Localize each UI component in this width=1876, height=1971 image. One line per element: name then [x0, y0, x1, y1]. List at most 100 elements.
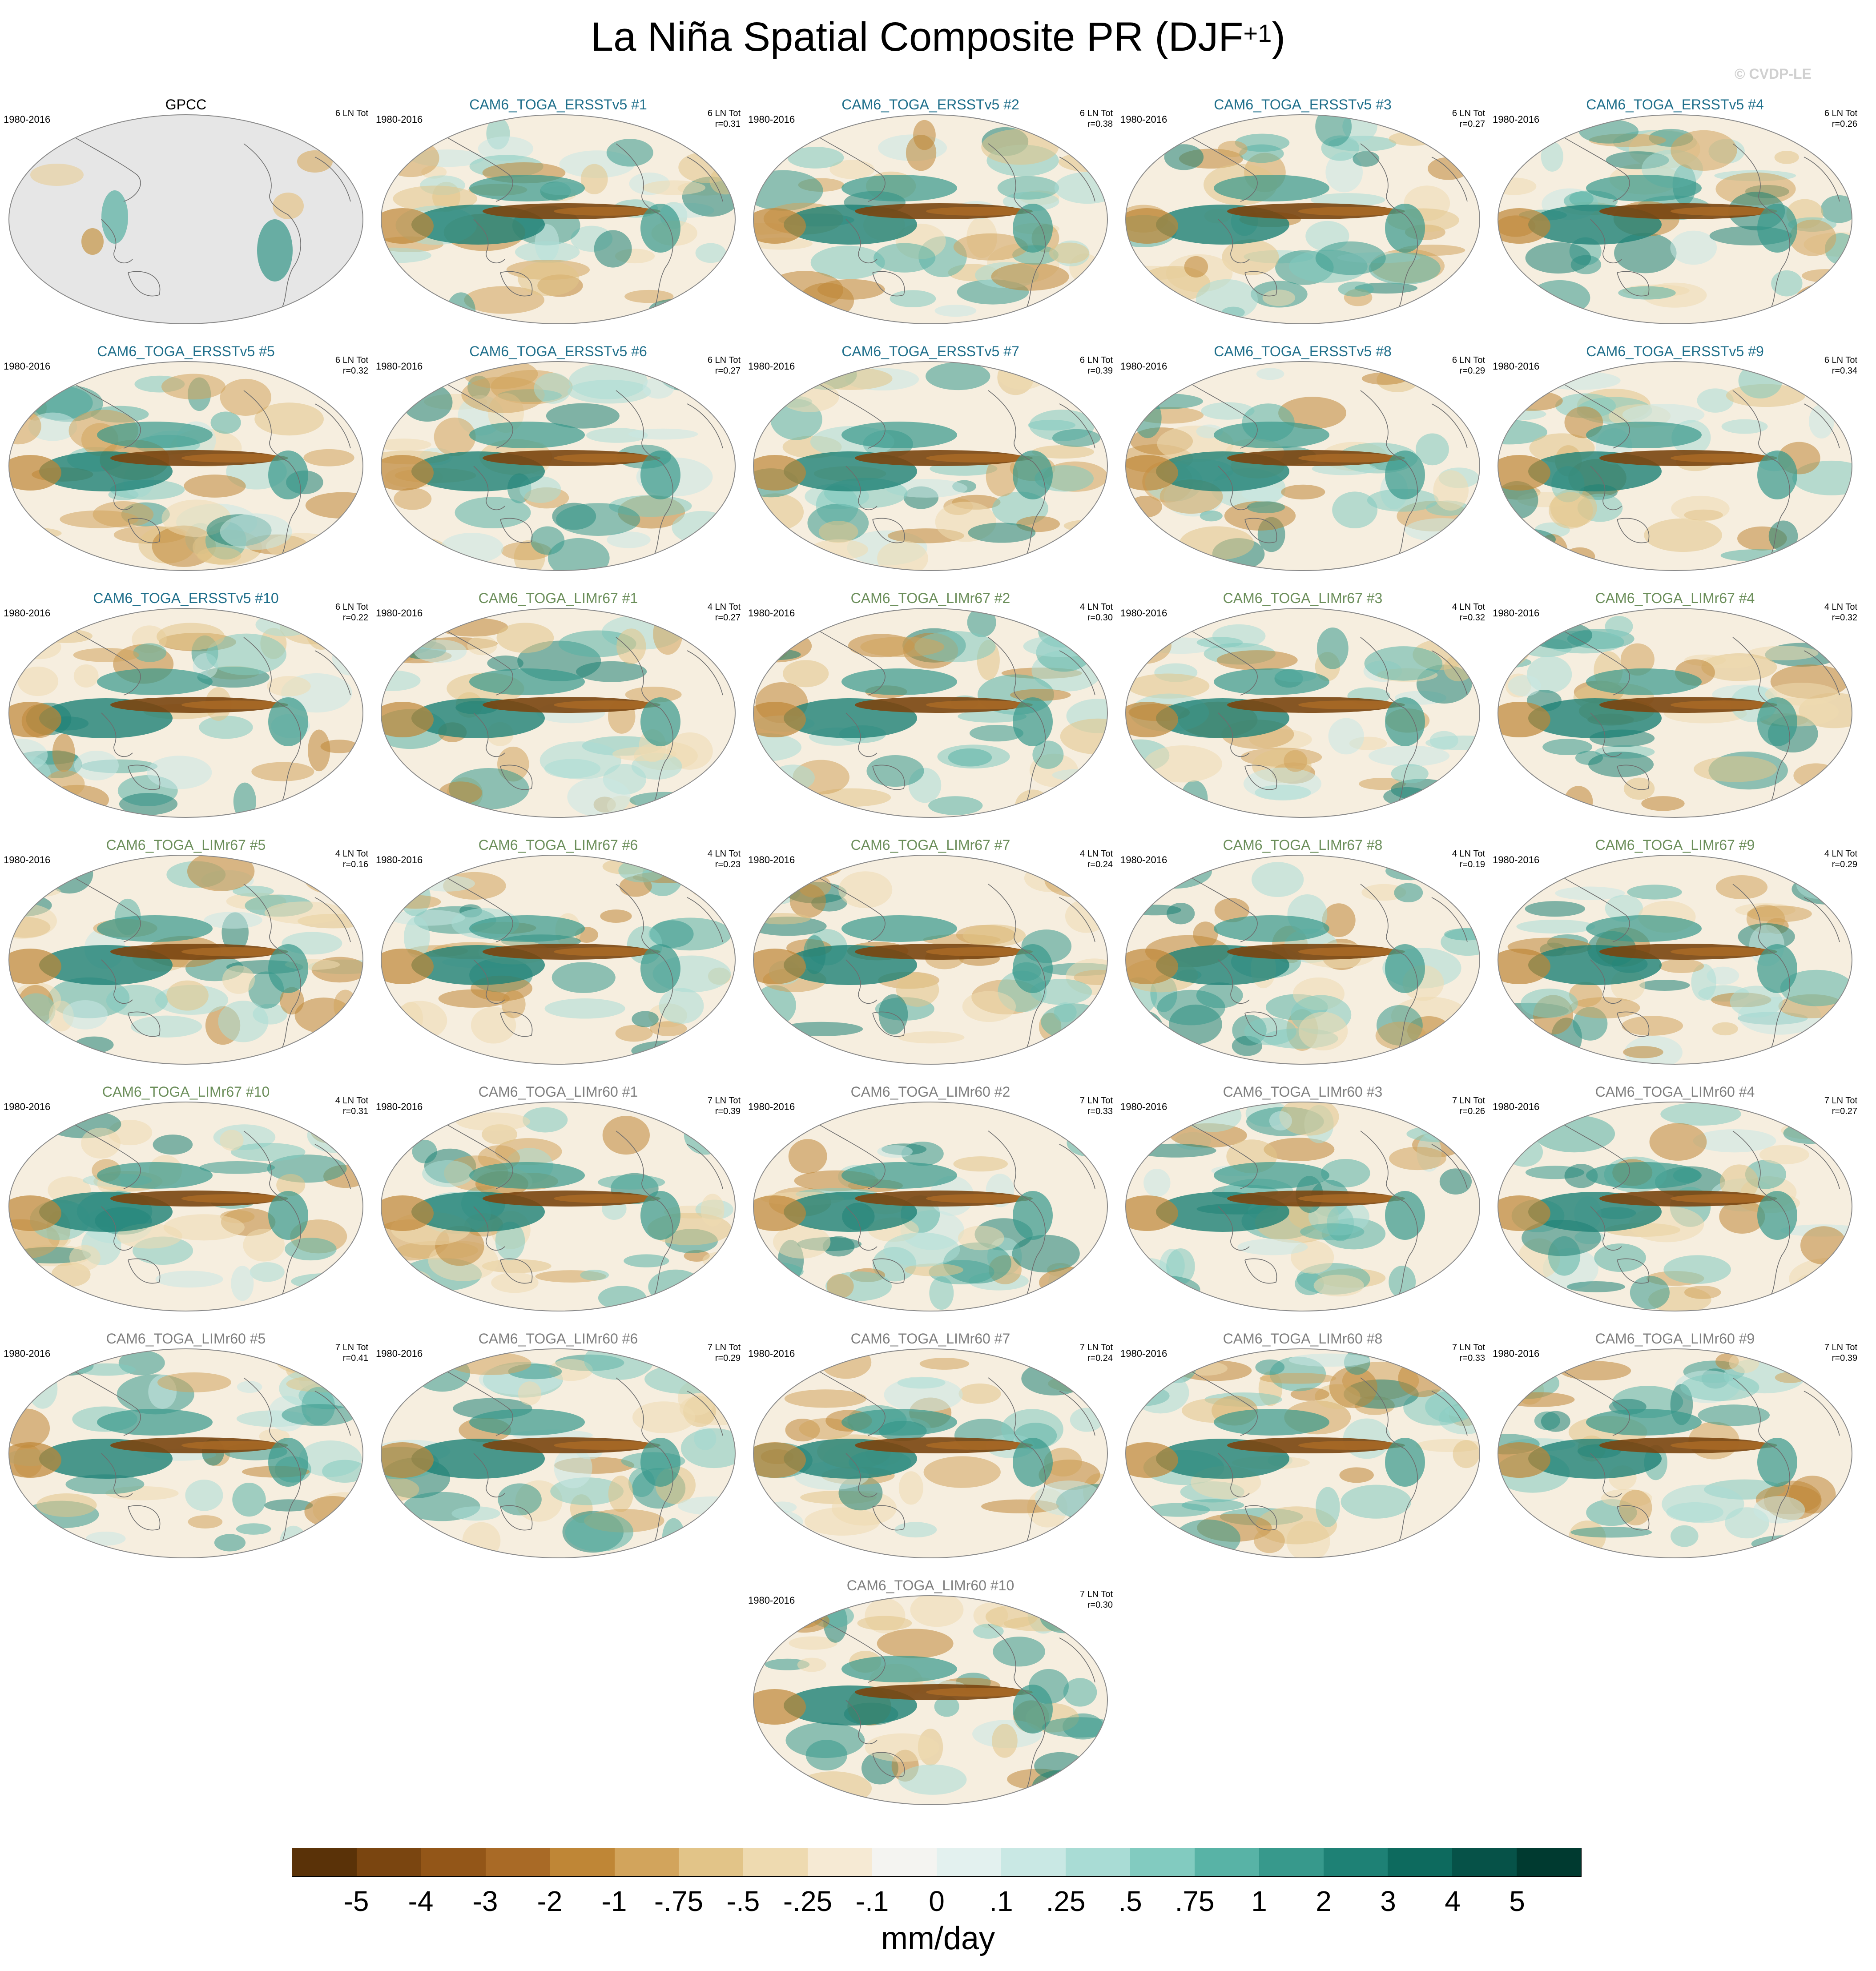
panel-pattern-correlation: r=0.32 — [342, 366, 368, 376]
coastline — [1559, 1122, 1630, 1189]
map-field — [1126, 608, 1480, 817]
panel-title: CAM6_TOGA_LIMr60 #6 — [478, 1331, 638, 1347]
precip-anomaly-blob — [1067, 1129, 1107, 1157]
panel-period: 1980-2016 — [1120, 607, 1167, 619]
wet-anomaly-blob — [640, 451, 680, 499]
precip-anomaly-blob — [523, 1107, 568, 1133]
precip-anomaly-blob — [1193, 921, 1218, 947]
coastline — [1590, 1206, 1622, 1251]
precip-anomaly-blob — [1618, 286, 1676, 300]
panel-period: 1980-2016 — [1493, 607, 1540, 619]
precip-anomaly-blob — [973, 1624, 1004, 1639]
map-plot — [1498, 608, 1852, 818]
precip-anomaly-blob — [1820, 195, 1852, 223]
precip-anomaly-blob — [1364, 646, 1443, 681]
coastline — [1617, 1258, 1650, 1284]
precip-anomaly-blob — [77, 1363, 136, 1376]
precip-anomaly-blob — [1126, 1028, 1171, 1048]
coastline — [814, 381, 886, 449]
wet-anomaly-band — [97, 915, 213, 942]
coastline — [101, 1453, 133, 1498]
coastline — [1617, 1011, 1650, 1037]
wet-anomaly-band — [841, 1409, 957, 1436]
map-field — [381, 1102, 735, 1311]
precip-anomaly-blob — [1298, 1012, 1348, 1051]
precip-anomaly-blob — [438, 618, 508, 637]
panel-event-count: 7 LN Tot — [1452, 1096, 1485, 1106]
map-panel: CAM6_TOGA_LIMr67 #4 1980-2016 4 LN Tot r=0.… — [1493, 589, 1857, 825]
map-outline — [1125, 114, 1480, 324]
coastline — [1360, 1377, 1405, 1449]
precip-anomaly-blob — [1542, 739, 1593, 755]
coastline — [1804, 403, 1840, 449]
precip-anomaly-blob — [1747, 905, 1812, 922]
coastline — [243, 1377, 289, 1449]
precip-anomaly-blob — [302, 855, 354, 893]
map-plot — [381, 855, 736, 1065]
dry-anomaly-blob — [753, 1195, 806, 1231]
panel-period: 1980-2016 — [1120, 1348, 1167, 1359]
coastline — [1059, 1144, 1095, 1189]
map-panel: CAM6_TOGA_LIMr60 #7 1980-2016 7 LN Tot r=0.… — [748, 1330, 1113, 1565]
coastline — [473, 1453, 505, 1498]
precip-anomaly-blob — [1433, 470, 1469, 511]
precip-anomaly-blob — [1332, 491, 1378, 529]
panel-title: CAM6_TOGA_LIMr67 #8 — [1223, 837, 1383, 853]
wet-anomaly-band — [1586, 422, 1702, 448]
precip-anomaly-blob — [1075, 611, 1099, 632]
dry-anomaly-tongue — [1671, 947, 1777, 956]
panel-pattern-correlation: r=0.39 — [715, 1106, 741, 1116]
map-outline — [381, 855, 736, 1065]
map-panel: CAM6_TOGA_ERSSTv5 #10 1980-2016 6 LN Tot r=… — [4, 589, 368, 825]
precip-anomaly-blob — [1012, 1235, 1080, 1273]
coastline — [70, 1122, 141, 1189]
precip-anomaly-blob — [991, 262, 1069, 291]
panel-period: 1980-2016 — [748, 607, 795, 619]
colorbar-swatch — [872, 1848, 937, 1876]
colorbar-swatch — [1259, 1848, 1324, 1876]
precip-anomaly-blob — [206, 633, 287, 676]
dry-anomaly-tongue — [181, 700, 288, 709]
coastline — [1590, 1453, 1622, 1498]
wet-anomaly-band — [469, 175, 585, 201]
map-outline — [8, 1102, 363, 1311]
precip-anomaly-blob — [1035, 1480, 1103, 1516]
map-background — [753, 608, 1107, 817]
precip-anomaly-blob — [30, 164, 84, 186]
precip-anomaly-blob — [1753, 1496, 1805, 1524]
precip-anomaly-blob — [934, 1696, 959, 1717]
precip-anomaly-blob — [222, 965, 255, 994]
precip-anomaly-blob — [1353, 151, 1380, 167]
map-field — [9, 1102, 363, 1311]
coastline — [1617, 518, 1650, 543]
precip-anomaly-blob — [608, 1475, 633, 1512]
wet-anomaly-band — [1586, 175, 1702, 201]
precip-anomaly-blob — [709, 608, 735, 635]
coastline — [128, 764, 161, 790]
precip-anomaly-blob — [251, 762, 314, 781]
precip-anomaly-blob — [381, 539, 436, 557]
precip-anomaly-blob — [552, 962, 616, 993]
panel-pattern-correlation: r=0.24 — [1087, 860, 1113, 869]
coastline — [1590, 219, 1622, 264]
panel-title: CAM6_TOGA_LIMr60 #7 — [850, 1331, 1010, 1347]
map-plot — [8, 855, 363, 1065]
precip-anomaly-blob — [910, 1596, 964, 1627]
coastline — [651, 1202, 673, 1300]
precip-anomaly-blob — [580, 164, 608, 194]
colorbar-tick-label: 2 — [1316, 1885, 1332, 1917]
precip-anomaly-blob — [1614, 233, 1677, 274]
precip-anomaly-blob — [1369, 252, 1441, 285]
panel-period: 1980-2016 — [1120, 1101, 1167, 1112]
precip-anomaly-blob — [1751, 1535, 1821, 1553]
precip-anomaly-blob — [1039, 1267, 1107, 1298]
precip-anomaly-blob — [1196, 637, 1243, 648]
precip-anomaly-blob — [926, 362, 990, 390]
precip-anomaly-blob — [1338, 281, 1374, 297]
panel-pattern-correlation: r=0.27 — [1832, 1106, 1857, 1116]
precip-anomaly-blob — [233, 782, 256, 817]
coastline — [988, 637, 1033, 709]
precip-anomaly-blob — [1367, 488, 1439, 512]
panel-title: CAM6_TOGA_ERSSTv5 #1 — [469, 97, 647, 113]
panel-title: CAM6_TOGA_LIMr60 #8 — [1223, 1331, 1383, 1347]
